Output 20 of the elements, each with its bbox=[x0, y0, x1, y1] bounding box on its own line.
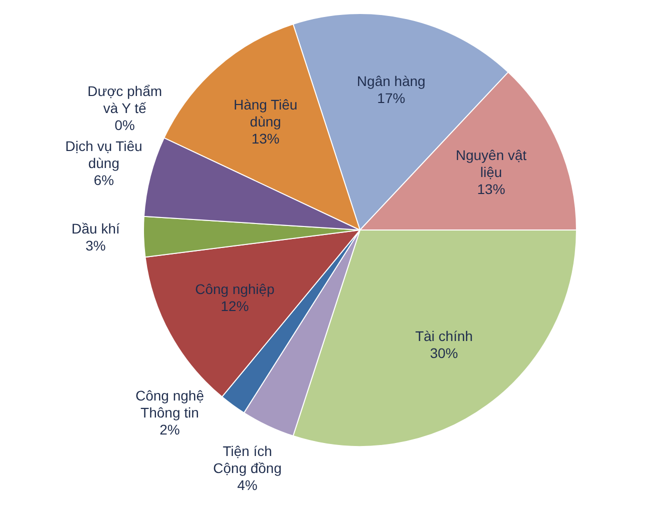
data-label: 2% bbox=[160, 422, 180, 438]
slice-label: Tiện ích Cộng đồng bbox=[213, 443, 282, 476]
data-label: 4% bbox=[237, 477, 258, 494]
data-label: 13% bbox=[477, 181, 506, 198]
data-label: 13% bbox=[251, 130, 280, 147]
slice-label: Hàng Tiêu dùng bbox=[234, 96, 298, 130]
slice-label: Nguyên vật liệu bbox=[456, 147, 527, 180]
data-label: 12% bbox=[220, 298, 249, 314]
data-label: 30% bbox=[430, 344, 458, 361]
data-label: 3% bbox=[86, 238, 106, 254]
slice-label: Ngân hàng bbox=[356, 72, 426, 89]
slice-label: Dịch vụ Tiêu dùng bbox=[65, 138, 142, 172]
slice-label: Công nghệ Thông tin bbox=[135, 388, 204, 421]
slice-label: Dầu khí bbox=[72, 220, 120, 237]
slice-label: Công nghiệp bbox=[195, 281, 275, 298]
category-label: Dược phẩm và Y tế bbox=[87, 82, 162, 116]
data-label: 17% bbox=[377, 90, 406, 106]
text: 0% bbox=[114, 116, 135, 133]
slice-label: Tài chính bbox=[415, 328, 473, 344]
data-label: 6% bbox=[94, 172, 114, 188]
